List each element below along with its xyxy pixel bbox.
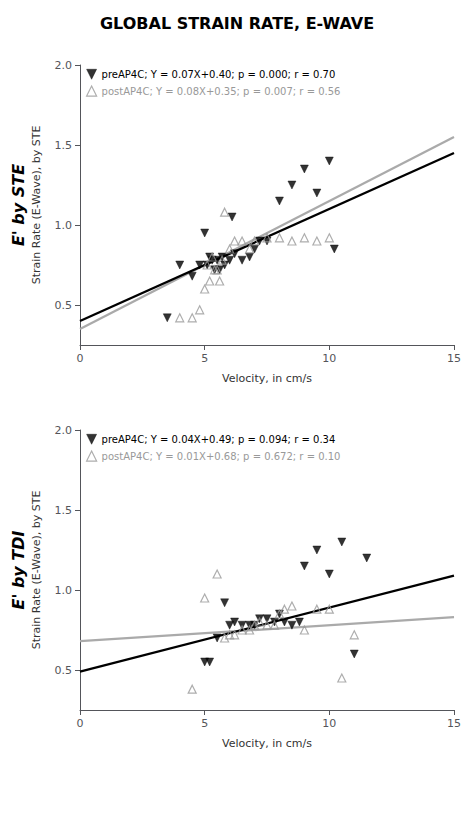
svg-text:0.5: 0.5 [55, 664, 73, 677]
svg-text:1.5: 1.5 [55, 139, 73, 152]
svg-text:Velocity, in cm/s: Velocity, in cm/s [222, 372, 312, 385]
svg-text:10: 10 [322, 352, 336, 365]
svg-text:0: 0 [77, 717, 84, 730]
svg-text:preAP4C; Y = 0.07X+0.40; p = 0: preAP4C; Y = 0.07X+0.40; p = 0.000; r = … [102, 69, 336, 80]
svg-text:preAP4C; Y = 0.04X+0.49; p = 0: preAP4C; Y = 0.04X+0.49; p = 0.094; r = … [102, 434, 336, 445]
svg-text:5: 5 [201, 352, 208, 365]
svg-text:15: 15 [447, 352, 461, 365]
svg-text:2.0: 2.0 [55, 424, 73, 437]
svg-text:GLOBAL STRAIN RATE, E-WAVE: GLOBAL STRAIN RATE, E-WAVE [100, 14, 374, 33]
svg-text:0.5: 0.5 [55, 299, 73, 312]
svg-text:Strain Rate (E-Wave), by STE: Strain Rate (E-Wave), by STE [30, 491, 43, 650]
svg-text:E' by TDI: E' by TDI [9, 530, 28, 609]
svg-text:Velocity, in cm/s: Velocity, in cm/s [222, 737, 312, 750]
svg-text:E' by STE: E' by STE [9, 164, 28, 246]
svg-text:2.0: 2.0 [55, 59, 73, 72]
svg-text:0: 0 [77, 352, 84, 365]
svg-text:5: 5 [201, 717, 208, 730]
svg-text:15: 15 [447, 717, 461, 730]
svg-text:1.0: 1.0 [55, 584, 73, 597]
svg-text:postAP4C; Y = 0.08X+0.35; p =: postAP4C; Y = 0.08X+0.35; p = 0.007; r =… [102, 86, 341, 97]
svg-text:Strain Rate (E-Wave), by STE: Strain Rate (E-Wave), by STE [30, 126, 43, 285]
svg-text:1.5: 1.5 [55, 504, 73, 517]
svg-text:10: 10 [322, 717, 336, 730]
svg-text:postAP4C; Y = 0.01X+0.68; p =: postAP4C; Y = 0.01X+0.68; p = 0.672; r =… [102, 451, 341, 462]
svg-text:1.0: 1.0 [55, 219, 73, 232]
